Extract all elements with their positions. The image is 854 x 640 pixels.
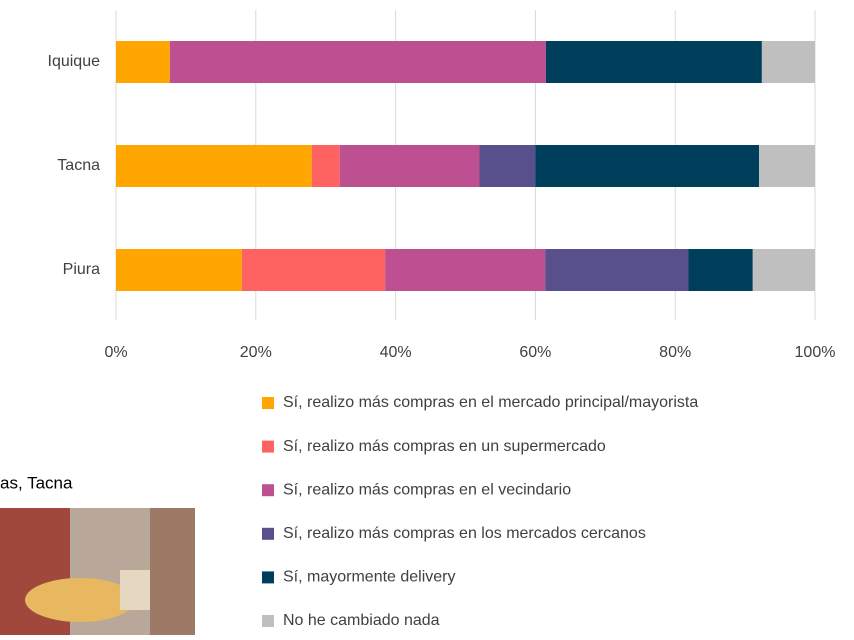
photo-brick [150,508,195,635]
legend-swatch [262,615,274,627]
bar-segment [241,249,386,291]
photo-sign [120,570,150,610]
bar-segment [339,145,480,187]
legend-swatch [262,484,274,497]
bar-segment [545,249,689,291]
photo-caption: as, Tacna [0,473,73,492]
x-tick-label: 0% [104,344,127,361]
legend-label: Sí, realizo más compras en un supermerca… [283,438,606,455]
x-tick-label: 100% [795,344,836,361]
bar-segment [169,41,546,83]
bar-segment [116,41,170,83]
bar-segment [479,145,536,187]
x-tick-label: 20% [240,344,272,361]
legend-label: Sí, realizo más compras en el mercado pr… [283,394,698,411]
y-tick-label: Tacna [57,157,100,174]
legend-label: Sí, realizo más compras en los mercados … [283,525,646,542]
x-tick-label: 80% [659,344,691,361]
y-tick-label: Piura [63,261,100,278]
x-tick-label: 60% [519,344,551,361]
bar-segment [535,145,760,187]
bar-segment [545,41,762,83]
bar-segment [385,249,546,291]
legend-swatch [262,527,274,540]
legend-label: Sí, mayormente delivery [283,569,456,586]
photo-umbrella [25,578,135,622]
photo [0,508,195,635]
legend-swatch [262,440,274,453]
bar-segment [759,145,815,187]
bar-segment [311,145,340,187]
y-tick-label: Iquique [48,53,101,70]
legend-label: Sí, realizo más compras en el vecindario [283,481,571,498]
legend-swatch [262,397,274,409]
bar-segment [688,249,753,291]
legend-label: No he cambiado nada [283,612,440,629]
bar-segment [116,145,312,187]
bar-segment [761,41,815,83]
legend-swatch [262,571,274,584]
x-tick-label: 40% [380,344,412,361]
bar-segment [752,249,815,291]
bar-segment [116,249,242,291]
